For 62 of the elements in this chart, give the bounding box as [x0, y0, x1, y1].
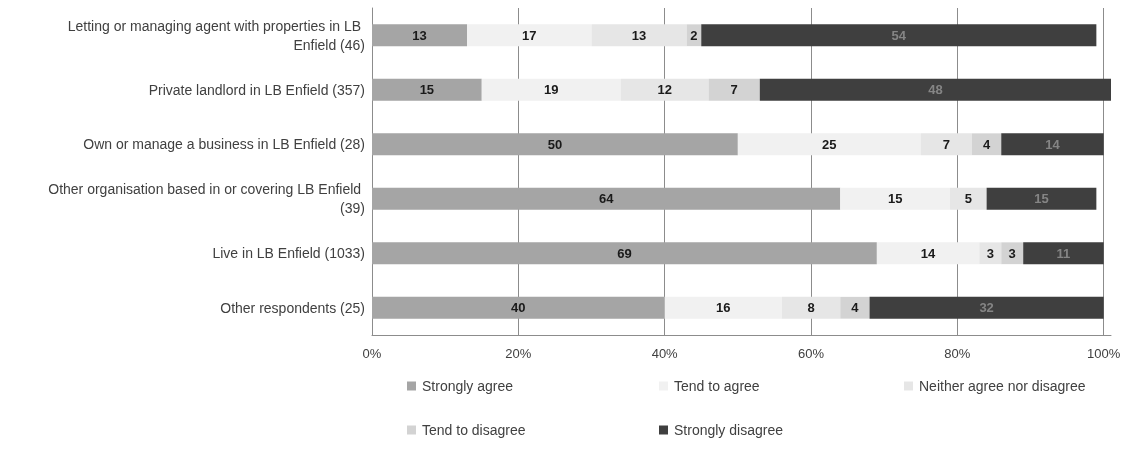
- data-label: 17: [522, 27, 537, 43]
- data-label: 19: [544, 82, 559, 98]
- legend-label: Tend to agree: [674, 378, 760, 394]
- data-label: 16: [715, 300, 731, 316]
- data-label: 7: [942, 136, 950, 152]
- bar: [1023, 242, 1104, 265]
- bar: [840, 296, 870, 319]
- bar: [986, 187, 1097, 210]
- x-tick-label: 80%: [944, 346, 971, 361]
- data-label: 13: [412, 27, 427, 43]
- data-label: 54: [891, 27, 907, 43]
- bar: [372, 296, 665, 319]
- data-label: 15: [419, 82, 435, 98]
- x-tick-label: 20%: [505, 346, 532, 361]
- legend-label: Strongly disagree: [674, 422, 784, 438]
- bar: [1001, 133, 1104, 156]
- bar: [372, 24, 468, 47]
- y-tick-label: Other organisation based in or covering LB Enfield (39): [48, 181, 365, 217]
- data-label: 14: [1045, 136, 1061, 152]
- data-label: 4: [983, 136, 991, 152]
- data-label: 40: [511, 300, 526, 316]
- y-tick-label: Letting or managing agent with properties in LB Enfield (46): [67, 17, 365, 53]
- x-tick-label: 0%: [362, 346, 382, 361]
- bar: [708, 78, 760, 101]
- data-label: 48: [928, 82, 943, 98]
- data-label: 32: [979, 300, 994, 316]
- x-tick-label: 60%: [797, 346, 825, 361]
- y-tick-label: Other respondents (25): [220, 299, 365, 316]
- bar: [372, 187, 841, 210]
- data-label: 2: [690, 27, 698, 43]
- data-label: 3: [1008, 245, 1016, 261]
- data-label: 8: [807, 300, 815, 316]
- bar: [372, 133, 738, 156]
- data-label: 11: [1056, 245, 1071, 261]
- x-tick-label: 40%: [651, 346, 679, 361]
- bar: [971, 133, 1002, 156]
- legend-label: Strongly agree: [422, 378, 514, 394]
- data-label: 12: [657, 82, 672, 98]
- data-label: 15: [1034, 191, 1049, 207]
- bar: [372, 78, 482, 101]
- data-label: 7: [730, 82, 738, 98]
- bar: [1001, 242, 1024, 265]
- data-label: 14: [920, 245, 937, 261]
- data-label: 69: [617, 245, 632, 261]
- y-tick-label: Own or manage a business in LB Enfield (28): [83, 136, 365, 153]
- data-label: 3: [986, 245, 994, 261]
- bar: [759, 78, 1111, 101]
- legend-label: Neither agree nor disagree: [919, 378, 1086, 394]
- data-label: 4: [851, 300, 860, 316]
- data-label: 64: [598, 191, 615, 207]
- y-tick-label: Private landlord in LB Enfield (357): [148, 81, 365, 98]
- data-label: 15: [887, 191, 903, 207]
- y-tick-label: Live in LB Enfield (1033): [212, 245, 365, 262]
- data-label: 13: [631, 27, 647, 43]
- bar: [869, 296, 1104, 319]
- data-label: 5: [964, 191, 972, 207]
- data-label: 25: [822, 136, 837, 152]
- bar: [701, 24, 1097, 47]
- legend-label: Tend to disagree: [422, 422, 526, 438]
- data-label: 50: [547, 136, 563, 152]
- x-tick-label: 100%: [1087, 346, 1121, 361]
- bar: [372, 242, 877, 265]
